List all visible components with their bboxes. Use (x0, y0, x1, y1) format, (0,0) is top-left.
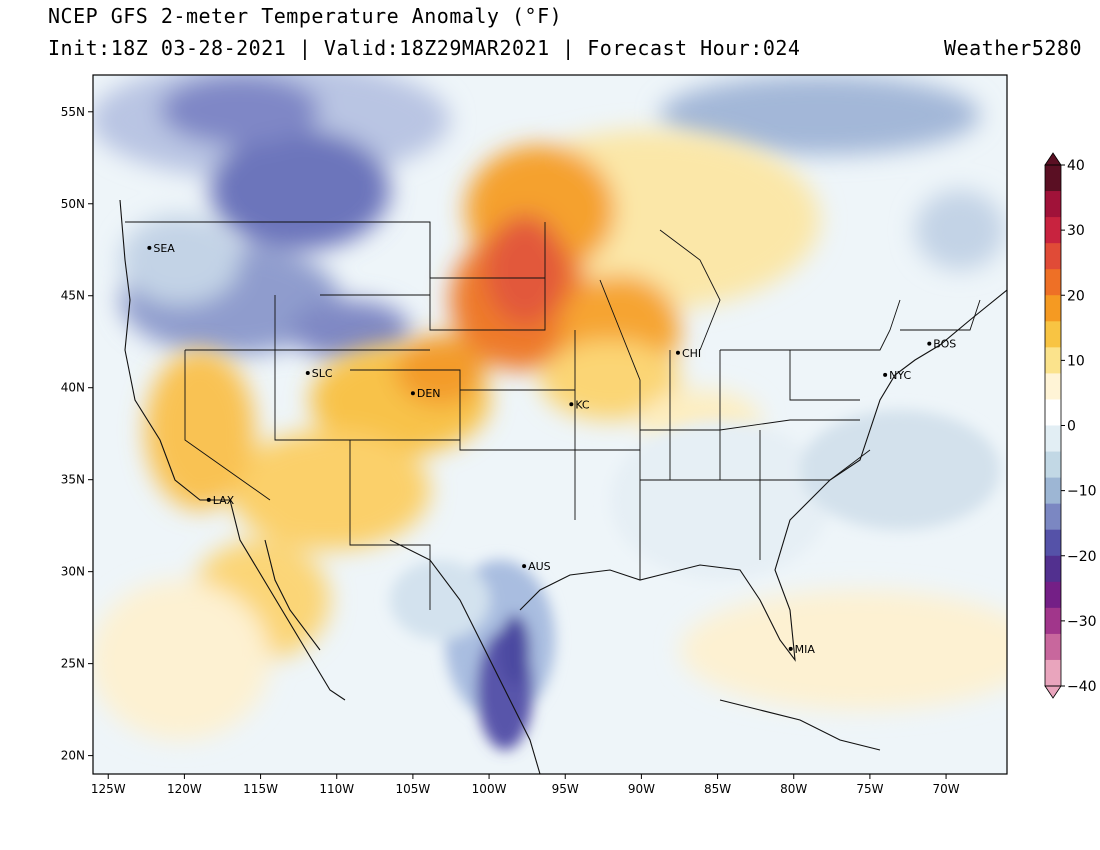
map-frame (92, 74, 1008, 775)
colorbar-segment (1045, 373, 1061, 400)
colorbar-label: −30 (1067, 614, 1097, 630)
city-dot-mia (788, 646, 793, 651)
lon-tick-label: 115W (243, 782, 278, 796)
colorbar-segment (1045, 529, 1061, 557)
colorbar-label: −20 (1067, 549, 1097, 565)
lon-tick-label: 85W (704, 782, 731, 796)
colorbar-label: −40 (1067, 679, 1097, 695)
city-dot-slc (305, 370, 310, 375)
colorbar-segment (1045, 581, 1061, 609)
latitude-axis: 55N 50N 45N 40N 35N 30N 25N 20N (61, 105, 93, 763)
lat-tick-label: 50N (61, 197, 85, 211)
temperature-anomaly-field (93, 75, 1007, 774)
colorbar-segment (1045, 295, 1061, 322)
city-markers: SEA SLC DEN LAX KC CHI NYC BOS AUS MIA (147, 242, 956, 656)
city-dot-kc (569, 402, 574, 407)
map-subtitle: Init:18Z 03-28-2021 | Valid:18Z29MAR2021… (48, 36, 801, 60)
lon-tick-label: 80W (780, 782, 807, 796)
colorbar-segment (1045, 659, 1061, 687)
brand-label: Weather5280 (944, 36, 1082, 60)
city-label-slc: SLC (312, 367, 333, 380)
map-title: NCEP GFS 2-meter Temperature Anomaly (°F… (48, 4, 563, 28)
city-label-chi: CHI (682, 347, 701, 360)
city-label-mia: MIA (795, 643, 816, 656)
lon-tick-label: 75W (856, 782, 883, 796)
colorbar-min-arrow (1044, 685, 1062, 699)
city-label-aus: AUS (528, 560, 551, 573)
colorbar-segment (1045, 503, 1061, 531)
city-label-lax: LAX (213, 494, 235, 507)
colorbar-segment (1045, 191, 1061, 218)
lon-tick-label: 70W (932, 782, 959, 796)
colorbar: 40 30 20 10 0 −10 −20 −30 −40 (1044, 152, 1097, 699)
lon-tick-label: 95W (552, 782, 579, 796)
lon-tick-label: 120W (167, 782, 202, 796)
colorbar-segment (1045, 607, 1061, 635)
colorbar-segment (1045, 399, 1061, 426)
colorbar-segment (1045, 451, 1061, 479)
city-label-nyc: NYC (889, 369, 911, 382)
city-dot-lax (206, 497, 211, 502)
colorbar-label: 30 (1067, 223, 1085, 239)
colorbar-segment (1045, 217, 1061, 244)
colorbar-segment (1045, 555, 1061, 583)
lon-tick-label: 100W (472, 782, 507, 796)
city-dot-chi (675, 350, 680, 355)
colorbar-label: 0 (1067, 419, 1076, 435)
lat-tick-label: 45N (61, 289, 85, 303)
coastlines (119, 199, 1007, 774)
colorbar-segment (1045, 243, 1061, 270)
lon-tick-label: 110W (319, 782, 354, 796)
colorbar-max-arrow (1044, 152, 1062, 166)
state-boundaries (125, 221, 981, 610)
lon-tick-label: 90W (628, 782, 655, 796)
colorbar-label: 10 (1067, 353, 1085, 369)
colorbar-segment (1045, 633, 1061, 661)
colorbar-segment (1045, 477, 1061, 505)
city-dot-den (410, 391, 415, 396)
colorbar-segment (1045, 165, 1061, 192)
colorbar-segment (1045, 321, 1061, 348)
city-dot-nyc (883, 372, 888, 377)
lon-tick-label: 105W (396, 782, 431, 796)
lat-tick-label: 35N (61, 473, 85, 487)
lat-tick-label: 55N (61, 105, 85, 119)
city-dot-aus (522, 564, 527, 569)
lon-tick-label: 125W (91, 782, 126, 796)
colorbar-label: 20 (1067, 288, 1085, 304)
colorbar-segment (1045, 425, 1061, 453)
lat-tick-label: 25N (61, 657, 85, 671)
lat-tick-label: 40N (61, 381, 85, 395)
city-label-bos: BOS (933, 338, 956, 351)
longitude-axis: 125W 120W 115W 110W 105W 100W 95W 90W 85W 80W 75W 7… (91, 774, 960, 796)
colorbar-segment (1045, 347, 1061, 374)
colorbar-segment (1045, 269, 1061, 296)
city-label-sea: SEA (153, 242, 175, 255)
lat-tick-label: 30N (61, 565, 85, 579)
lat-tick-label: 20N (61, 749, 85, 763)
colorbar-label: 40 (1067, 158, 1085, 174)
city-dot-bos (927, 341, 932, 346)
city-label-den: DEN (417, 387, 441, 400)
city-label-kc: KC (575, 398, 590, 411)
city-dot-sea (147, 245, 152, 250)
colorbar-label: −10 (1067, 484, 1097, 500)
